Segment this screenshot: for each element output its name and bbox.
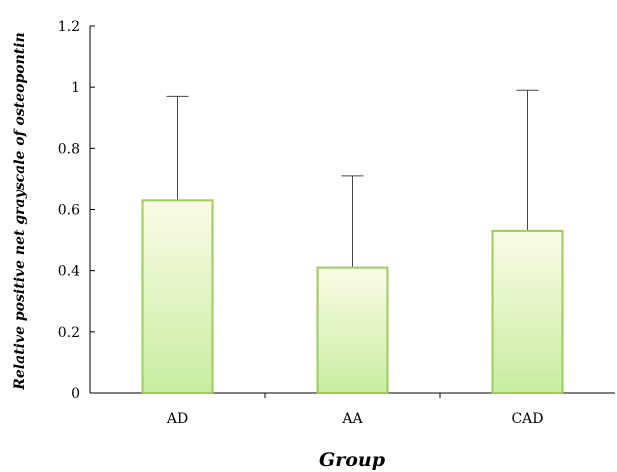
x-axis-label: Group: [319, 449, 386, 471]
plot-area: 0 0.2 0.4 0.6 0.8 1 1.2 AD AA CAD: [58, 19, 615, 427]
x-tick-label: CAD: [511, 411, 543, 427]
y-tick-label: 1.2: [58, 19, 80, 35]
y-tick-label: 0.8: [58, 141, 80, 157]
bar-aa: [316, 266, 389, 395]
bar-ad: [141, 199, 214, 394]
x-tick-label: AD: [166, 411, 188, 427]
x-tick-label: AA: [341, 411, 363, 427]
y-axis-label: Relative positive net grayscale of osteo…: [12, 32, 28, 390]
y-tick-label: 0.6: [58, 203, 80, 219]
bar-cad: [491, 229, 564, 394]
y-tick-label: 1: [71, 80, 80, 96]
y-tick-label: 0: [71, 386, 80, 402]
y-tick-label: 0.4: [58, 264, 80, 280]
y-tick-label: 0.2: [58, 325, 80, 341]
